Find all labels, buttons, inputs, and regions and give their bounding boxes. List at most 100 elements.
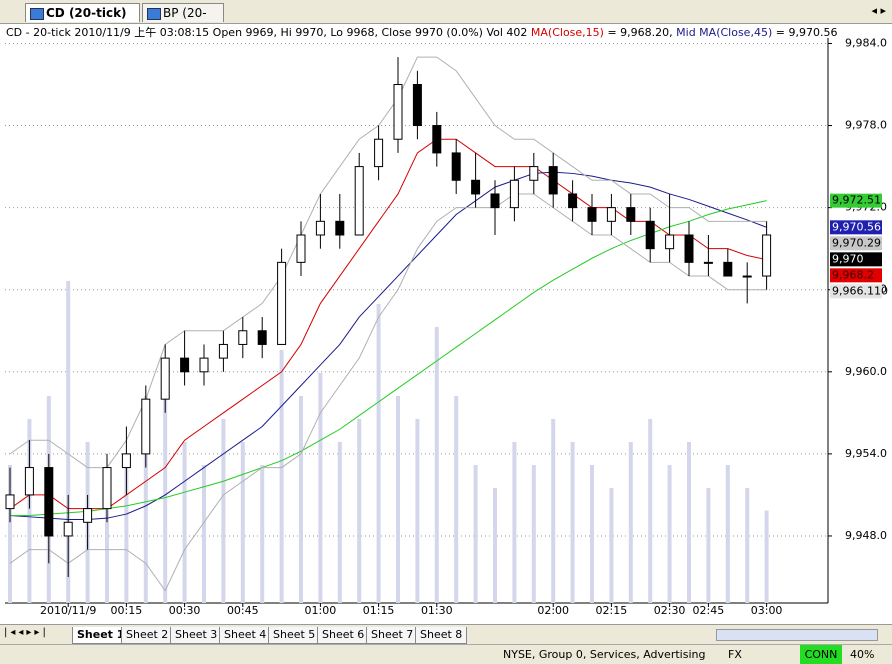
header-value: = 9,968.20, [604, 26, 676, 39]
volume-bar [396, 396, 400, 603]
candle-body [83, 508, 93, 523]
volume-bar [105, 488, 109, 603]
tab[interactable]: BP (20-tick) [142, 3, 224, 39]
price-tag [830, 220, 882, 235]
volume-bar [531, 465, 536, 603]
series-line [9, 138, 767, 510]
sheet-bar: |◂◂▸▸| Sheet 1 Sheet 2 Sheet 3 Sheet 4 Sheet… [0, 624, 892, 644]
volume-bar [590, 465, 594, 603]
header: CD - 20-tick 2010/11/9 上午 03:08:15 Open … [6, 26, 837, 39]
header-info: CD - 20-tick 2010/11/9 上午 03:08:15 Open … [6, 26, 531, 39]
x-tick-label: 01:15 [363, 604, 395, 617]
series-line [9, 56, 767, 469]
sheet-tab[interactable]: Sheet 5 [268, 627, 321, 644]
x-tick-label: 02:45 [693, 604, 725, 617]
candle-body [529, 166, 539, 181]
candle-body [548, 166, 558, 195]
x-tick-label: 02:00 [537, 604, 569, 617]
volume-bar [570, 442, 575, 603]
sheet-tab[interactable]: Sheet 8 [415, 627, 468, 644]
scrollbar[interactable] [716, 629, 878, 641]
x-tick-label: 01:00 [305, 604, 337, 617]
candle-body [141, 398, 151, 455]
status-exchange: NYSE, Group 0, Services, Advertising [503, 648, 706, 661]
candle-body [742, 275, 752, 278]
candle-body [102, 467, 112, 510]
price-tag-label: 9,970.29 [832, 236, 881, 249]
sheet-tab[interactable]: Sheet 7 [366, 627, 419, 644]
tab-scroll[interactable]: ◂ ▸ [871, 4, 886, 17]
candle-body [587, 207, 597, 222]
volume-bar [299, 396, 303, 603]
volume-bar [202, 465, 206, 603]
volume-bar [8, 465, 12, 603]
candle-body [5, 494, 15, 510]
candle-body [432, 125, 442, 154]
candle-body [296, 234, 306, 263]
price-tag-label: 9,972.51 [832, 194, 881, 207]
candle-body [393, 84, 403, 140]
price-tag-label: 9,970 [832, 252, 864, 265]
candle-body [374, 138, 384, 168]
volume-bar [764, 510, 769, 603]
price-tag [830, 236, 882, 251]
volume-bar [66, 281, 71, 603]
price-tag-label: 9,966.110 [832, 284, 888, 297]
price-tag-label: 9,970.56 [832, 220, 881, 233]
candle-body [121, 453, 131, 469]
volume-bar [434, 327, 439, 603]
chart: CD - 20-tick 2010/11/9 上午 03:08:15 Open … [0, 24, 892, 624]
candle-body [703, 261, 713, 264]
status-bar: NYSE, Group 0, Services, Advertising FX … [0, 644, 892, 664]
volume-bar [706, 488, 711, 603]
tab[interactable]: CD (20-tick) [25, 3, 140, 22]
volume-bar [376, 304, 381, 603]
candle-body [412, 84, 422, 127]
candle-body [723, 261, 733, 277]
candle-body [257, 330, 267, 345]
sheet-nav[interactable]: |◂◂▸▸| [4, 627, 49, 638]
volume-bar [551, 419, 556, 603]
status-conn: CONN [800, 645, 842, 664]
candle-body [645, 220, 655, 250]
volume-bar [512, 442, 517, 603]
candle-body [451, 152, 461, 181]
volume-bar [415, 419, 420, 603]
volume-bar [337, 442, 342, 603]
y-tick-label: 9,960.0 [845, 365, 887, 378]
sheet-tab[interactable]: Sheet 6 [317, 627, 370, 644]
candle-body [606, 207, 616, 222]
volume-bar [667, 465, 672, 603]
candle-body [44, 467, 54, 537]
volume-bar [279, 350, 284, 603]
price-tag [830, 284, 882, 299]
volume-bar [745, 488, 750, 603]
sheet-tab[interactable]: Sheet 2 [121, 627, 174, 644]
candle-body [684, 234, 694, 263]
sheet-tab[interactable]: Sheet 3 [170, 627, 223, 644]
x-tick-label: 03:00 [751, 604, 783, 617]
sheet-tab[interactable]: Sheet 1 [72, 627, 130, 644]
volume-bar [318, 373, 323, 603]
volume-bar [240, 442, 245, 603]
volume-bar [687, 442, 691, 603]
price-tag [830, 268, 882, 283]
volume-bar [27, 419, 32, 603]
sheet-tab[interactable]: Sheet 4 [219, 627, 272, 644]
volume-bar [473, 465, 478, 603]
series-line [9, 193, 767, 592]
y-tick-label: 9,978.0 [845, 119, 887, 132]
candle-body [471, 179, 481, 195]
candle-body [626, 207, 636, 222]
candle-body [762, 234, 772, 277]
candle-body [218, 343, 228, 359]
candle-body [63, 521, 73, 537]
volume-bar [221, 419, 226, 603]
candle-body [24, 467, 34, 496]
tab-label: CD (20-tick) [46, 6, 127, 20]
y-tick-label: 9,984.0 [845, 36, 887, 49]
candle-body [354, 166, 364, 236]
volume-bar [648, 419, 653, 603]
candle-body [238, 330, 248, 345]
tab-bar: CD (20-tick) BP (20-tick) ◂ ▸ [0, 0, 892, 39]
